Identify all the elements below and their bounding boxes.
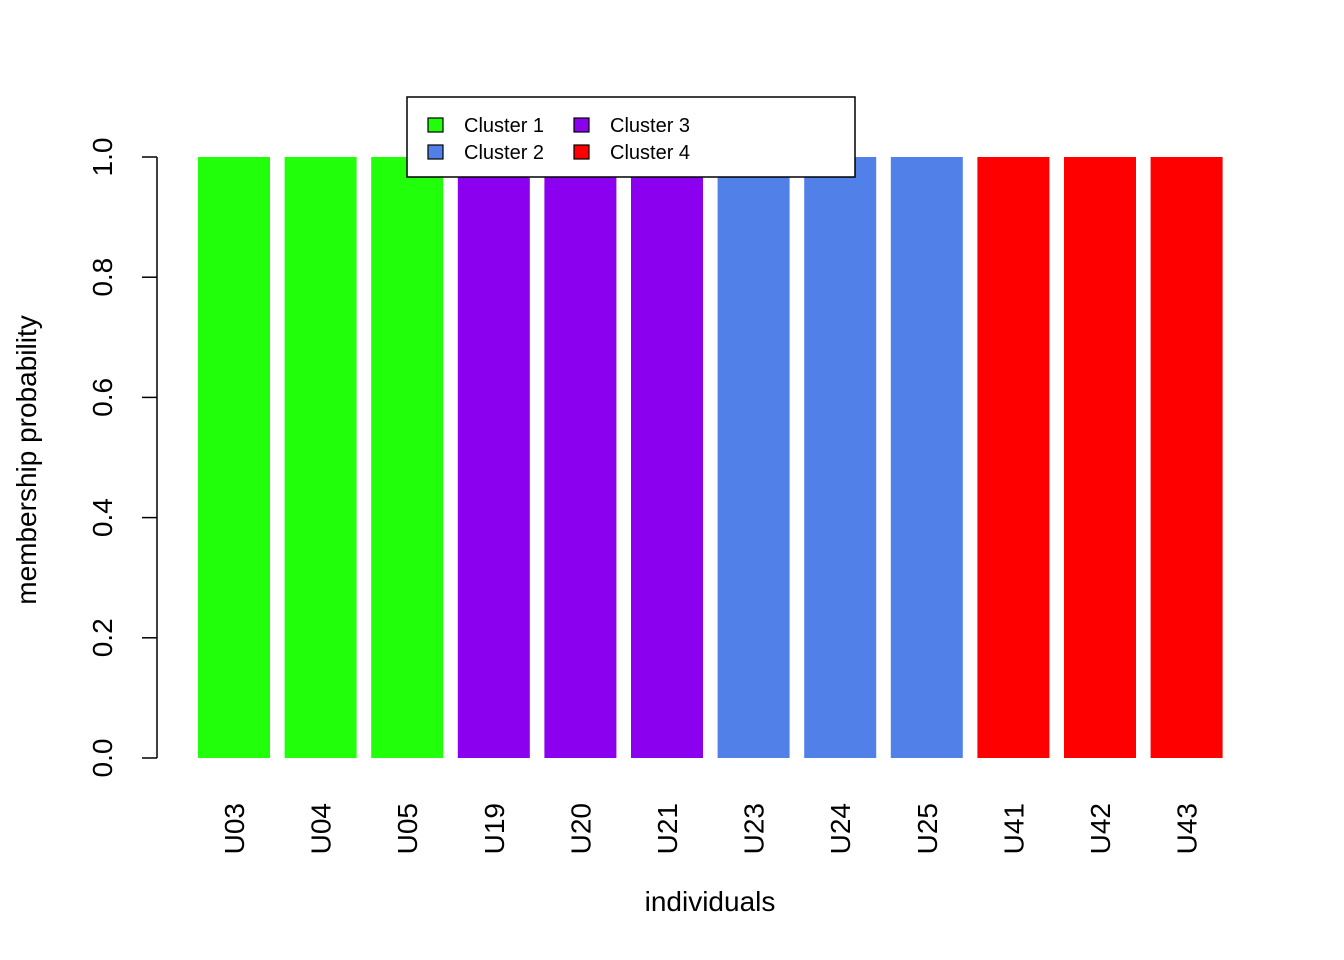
x-tick-label: U24 bbox=[825, 803, 856, 854]
bars-group bbox=[198, 157, 1223, 758]
bar-U19-cluster-3 bbox=[457, 157, 530, 758]
x-tick-label: U03 bbox=[219, 803, 250, 854]
bar-U03-cluster-1 bbox=[198, 157, 270, 758]
legend-swatch bbox=[573, 144, 590, 160]
bar-U21-cluster-3 bbox=[631, 157, 703, 758]
legend-label: Cluster 2 bbox=[464, 142, 544, 164]
x-tick-label: U25 bbox=[912, 803, 943, 854]
y-tick-label: 0.6 bbox=[87, 378, 118, 417]
y-axis-title: membership probability bbox=[11, 315, 42, 604]
x-axis-title: individuals bbox=[645, 886, 776, 917]
y-axis: 0.0 0.2 0.4 0.6 0.8 1.0 bbox=[87, 138, 158, 778]
legend-swatch bbox=[427, 117, 444, 133]
x-tick-label: U42 bbox=[1085, 803, 1116, 854]
legend-label: Cluster 3 bbox=[610, 115, 690, 137]
bar-U24-cluster-2 bbox=[804, 157, 877, 758]
legend-box bbox=[406, 96, 856, 178]
x-tick-label: U23 bbox=[739, 803, 770, 854]
x-tick-label: U19 bbox=[479, 803, 510, 854]
bar-U43-cluster-4 bbox=[1150, 157, 1223, 758]
x-tick-label: U43 bbox=[1172, 803, 1203, 854]
bar-U23-cluster-2 bbox=[717, 157, 790, 758]
y-tick-label: 0.8 bbox=[87, 258, 118, 297]
x-tick-label: U20 bbox=[565, 803, 596, 854]
bar-U25-cluster-2 bbox=[890, 157, 963, 758]
legend-label: Cluster 1 bbox=[464, 115, 544, 137]
bar-U42-cluster-4 bbox=[1064, 157, 1136, 758]
legend-label: Cluster 4 bbox=[610, 142, 690, 164]
bar-U20-cluster-3 bbox=[544, 157, 617, 758]
x-tick-label: U05 bbox=[392, 803, 423, 854]
bar-U04-cluster-1 bbox=[284, 157, 357, 758]
y-tick-label: 0.0 bbox=[87, 739, 118, 778]
y-tick-label: 0.4 bbox=[87, 498, 118, 537]
legend-swatch bbox=[573, 117, 590, 133]
bar-U05-cluster-1 bbox=[371, 157, 444, 758]
x-tick-label: U21 bbox=[652, 803, 683, 854]
y-tick-label: 1.0 bbox=[87, 138, 118, 177]
x-tick-label: U41 bbox=[998, 803, 1029, 854]
bar-U41-cluster-4 bbox=[977, 157, 1050, 758]
x-axis-labels: U03 U04 U05 U19 U20 U21 U23 U24 U25 U41 U42 U43 bbox=[219, 803, 1203, 854]
x-tick-label: U04 bbox=[306, 803, 337, 854]
y-tick-label: 0.2 bbox=[87, 618, 118, 657]
legend: Cluster 1 Cluster 2 Cluster 3 Cluster 4 bbox=[406, 96, 856, 178]
legend-swatch bbox=[427, 144, 444, 160]
